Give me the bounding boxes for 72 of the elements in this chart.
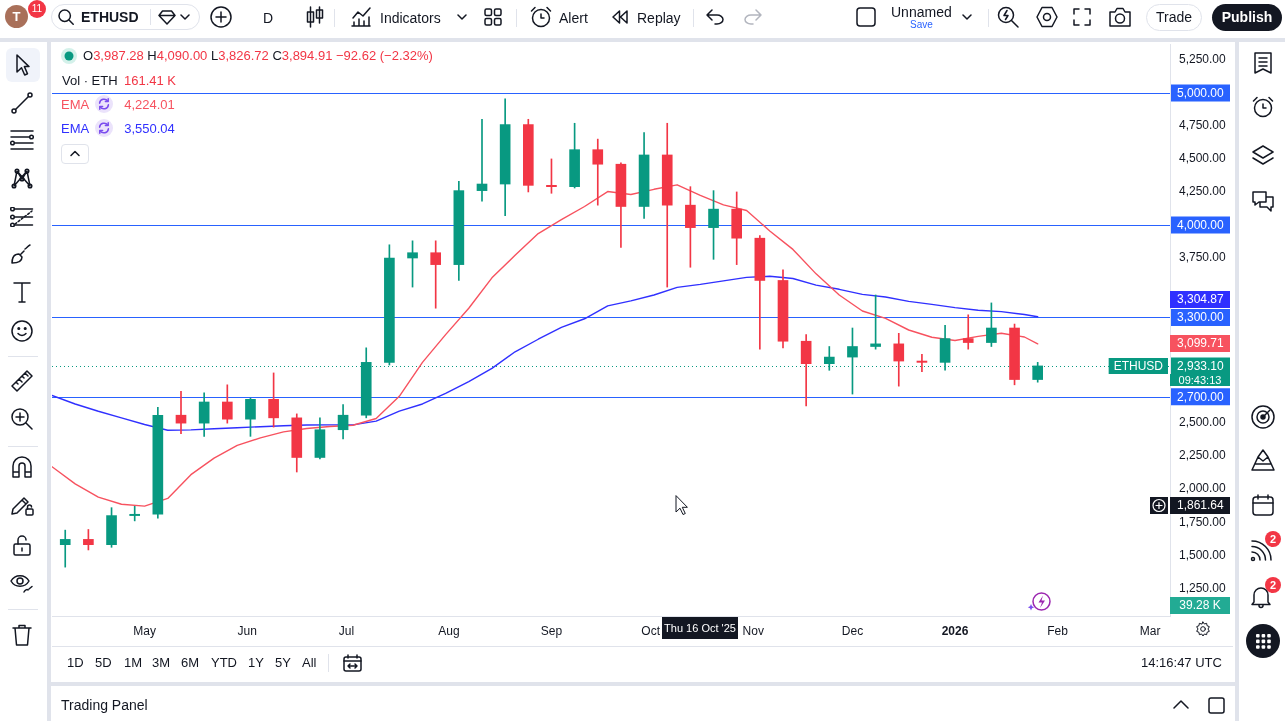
ref-line-label: 2,700.00 — [1177, 389, 1225, 404]
y-tick-label: 4,500.00 — [1179, 151, 1227, 166]
ref-line-label: 5,000.00 — [1177, 85, 1225, 100]
chart-title: ETHUSD — [81, 9, 139, 25]
text: 11 — [28, 0, 46, 18]
text: 3,099.71 — [1170, 335, 1230, 352]
text: EMA — [61, 120, 90, 136]
candlestick — [430, 240, 442, 309]
x-tick-label: Jul — [338, 623, 355, 638]
text: 39.28 K — [1170, 597, 1230, 614]
y-tick-label: 1,500.00 — [1179, 547, 1227, 562]
text: 09:43:13 — [1170, 374, 1230, 386]
text: ETHUSD — [1113, 358, 1164, 373]
y-tick-label: 2,250.00 — [1179, 448, 1227, 463]
y-tick-label: 4,750.00 — [1179, 118, 1227, 133]
text: 5Y — [275, 655, 291, 670]
y-tick-label: 3,750.00 — [1179, 250, 1227, 265]
text: 2 — [1265, 577, 1281, 593]
x-tick-label: May — [133, 623, 156, 638]
y-tick-label: 5,250.00 — [1179, 52, 1227, 67]
text: 1M — [124, 655, 143, 670]
x-tick-label: Sep — [540, 623, 563, 638]
text: 3M — [152, 655, 171, 670]
x-tick-label: Jun — [237, 623, 257, 638]
candlestick — [476, 118, 488, 202]
x-tick-label: Mar — [1139, 623, 1161, 638]
y-tick-label: 4,250.00 — [1179, 184, 1227, 199]
candlestick — [592, 138, 604, 206]
text: Thu 16 Oct '25 — [662, 617, 738, 639]
x-tick-label: Dec — [841, 623, 864, 638]
text: Unnamed — [891, 4, 952, 20]
annotation: 3,550.04 — [124, 120, 175, 136]
y-tick-label: 1,250.00 — [1179, 580, 1227, 595]
candlestick — [916, 354, 928, 372]
candlestick — [129, 506, 141, 522]
ref-line-label: 2,933.10 — [1177, 358, 1225, 373]
text: Alert — [559, 10, 588, 26]
x-tick-label: Feb — [1047, 623, 1069, 638]
ref-line-label: 4,000.00 — [1177, 217, 1225, 232]
x-tick-label: Oct — [641, 623, 661, 638]
candlestick — [962, 314, 974, 350]
annotation: Vol · ETH — [62, 73, 118, 88]
text: 14:16:47 UTC — [1141, 655, 1222, 670]
x-tick-label: 2026 — [941, 623, 969, 638]
text: All — [302, 655, 317, 670]
annotation: 161.41 K — [124, 73, 177, 88]
text: Trading Panel — [61, 697, 148, 713]
ref-line-label: 3,300.00 — [1177, 310, 1225, 325]
x-tick-label: Nov — [742, 623, 764, 638]
y-tick-label: 2,000.00 — [1179, 481, 1227, 496]
text: D — [263, 10, 274, 26]
text: 1D — [67, 655, 84, 670]
text: EMA — [61, 96, 90, 112]
text: 1Y — [248, 655, 264, 670]
text: Indicators — [380, 10, 441, 26]
x-tick-label: Aug — [438, 623, 460, 638]
candlestick — [59, 529, 71, 568]
text: T — [5, 5, 28, 28]
y-tick-label: 1,750.00 — [1179, 514, 1227, 529]
text: 1,861.64 — [1170, 497, 1230, 514]
text: 6M — [181, 655, 200, 670]
y-tick-label: 2,500.00 — [1179, 415, 1227, 430]
text: 5D — [95, 655, 112, 670]
text: 3,304.87 — [1170, 291, 1230, 308]
text: 2 — [1265, 531, 1281, 547]
annotation: O3,987.28 H4,090.00 L3,826.72 C3,894.91 −92.62 (−2.32%) — [83, 48, 433, 63]
text: Replay — [637, 10, 681, 26]
text: Save — [910, 19, 933, 30]
annotation: 4,224.01 — [124, 96, 175, 112]
text: YTD — [211, 655, 237, 670]
text: Publish — [1212, 4, 1282, 31]
text: Trade — [1146, 4, 1202, 31]
